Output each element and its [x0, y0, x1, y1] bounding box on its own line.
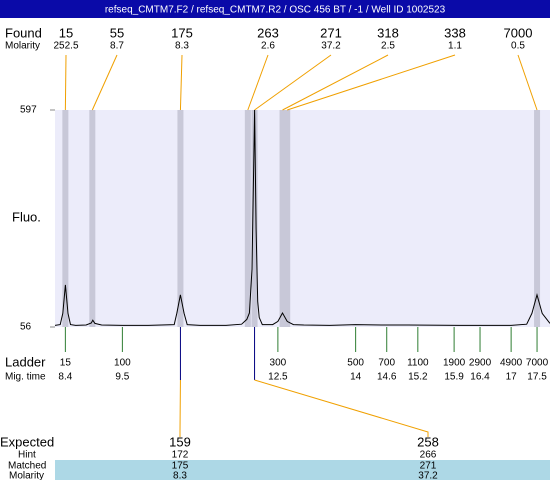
found-connector — [517, 54, 538, 111]
found-band — [89, 110, 96, 327]
ladder-mig-time: 9.5 — [115, 372, 129, 383]
found-molarity: 37.2 — [321, 41, 341, 52]
found-connector — [247, 54, 269, 111]
found-molarity: 8.3 — [175, 41, 189, 52]
found-molarity: 252.5 — [53, 41, 78, 52]
ladder-size: 300 — [270, 358, 287, 369]
expected-molarity-label: Molarity — [9, 471, 44, 480]
trace-line — [54, 109, 550, 326]
found-molarity: 8.7 — [110, 41, 124, 52]
expected-label: Expected — [0, 434, 54, 449]
matched-label: Matched — [8, 461, 46, 472]
ladder-size: 700 — [378, 358, 395, 369]
found-size: 338 — [444, 25, 466, 40]
mig-time-label: Mig. time — [5, 372, 46, 383]
y-axis-label: Fluo. — [12, 209, 41, 224]
found-molarity: 0.5 — [511, 41, 525, 52]
found-band — [244, 110, 251, 327]
ladder-mig-time: 15.2 — [408, 372, 428, 383]
found-size: 263 — [257, 25, 279, 40]
found-connector — [287, 54, 456, 111]
plot-area — [55, 110, 550, 327]
found-molarity: 2.6 — [261, 41, 275, 52]
found-molarity: 2.5 — [381, 41, 395, 52]
y-tick-label: 56 — [20, 322, 32, 333]
ladder-size: 1100 — [407, 358, 429, 369]
found-connector — [254, 54, 332, 111]
ladder-mig-time: 12.5 — [268, 372, 288, 383]
ladder-size: 2900 — [469, 358, 492, 369]
found-connector — [64, 54, 67, 111]
y-tick-label: 597 — [20, 105, 37, 116]
ladder-size: 1900 — [443, 358, 466, 369]
expected-size: 159 — [169, 434, 191, 449]
found-size: 271 — [320, 25, 342, 40]
expected-molarity: 8.3 — [173, 471, 187, 480]
found-connector — [179, 54, 183, 111]
found-band — [279, 110, 286, 327]
matched-row-bg — [55, 460, 550, 480]
ladder-label: Ladder — [5, 354, 46, 369]
found-size: 55 — [110, 25, 124, 40]
found-band — [534, 110, 541, 327]
found-size: 318 — [377, 25, 399, 40]
expected-molarity: 37.2 — [418, 471, 438, 480]
matched-size: 175 — [172, 461, 189, 472]
ladder-mig-time: 17.5 — [527, 372, 547, 383]
found-label: Found — [5, 25, 42, 40]
matched-size: 271 — [420, 461, 437, 472]
found-connector — [91, 54, 118, 111]
found-band — [177, 110, 184, 327]
expected-size: 258 — [417, 434, 439, 449]
ladder-mig-time: 14 — [350, 372, 362, 383]
hint-size: 266 — [420, 450, 437, 461]
ladder-mig-time: 8.4 — [58, 372, 72, 383]
found-band — [62, 110, 69, 327]
found-size: 175 — [171, 25, 193, 40]
ladder-size: 100 — [114, 358, 131, 369]
molarity-label: Molarity — [5, 41, 40, 52]
header-bar — [0, 0, 550, 18]
found-connector — [282, 54, 389, 111]
ladder-mig-time: 15.9 — [444, 372, 464, 383]
hint-size: 172 — [172, 450, 189, 461]
header-title: refseq_CMTM7.F2 / refseq_CMTM7.R2 / OSC … — [105, 5, 446, 16]
match-connector — [254, 379, 429, 437]
ladder-mig-time: 14.6 — [377, 372, 397, 383]
found-size: 7000 — [504, 25, 533, 40]
ladder-size: 7000 — [526, 358, 549, 369]
ladder-size: 4900 — [500, 358, 523, 369]
found-size: 15 — [59, 25, 73, 40]
ladder-mig-time: 16.4 — [470, 372, 490, 383]
ladder-mig-time: 17 — [506, 372, 518, 383]
hint-label: Hint — [18, 450, 36, 461]
ladder-size: 15 — [60, 358, 72, 369]
found-molarity: 1.1 — [448, 41, 462, 52]
found-band — [284, 110, 291, 327]
found-band — [251, 110, 258, 327]
ladder-size: 500 — [347, 358, 364, 369]
